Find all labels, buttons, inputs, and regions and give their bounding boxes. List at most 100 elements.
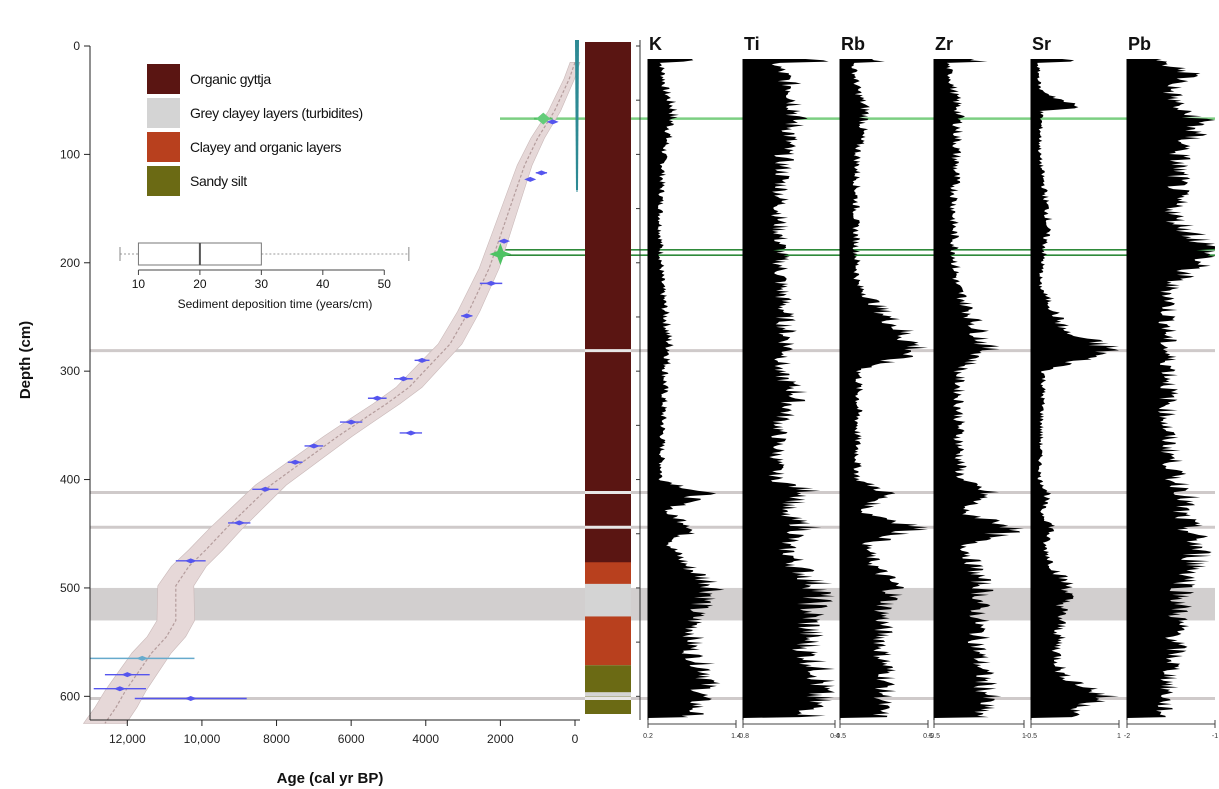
element-scale-min: -0.5	[1025, 733, 1037, 740]
element-panel-k: K 0.2 1.4	[643, 34, 741, 740]
element-scale-max: 1.4	[731, 733, 741, 740]
element-scale-max: -1	[1212, 733, 1218, 740]
date-point	[289, 459, 302, 465]
date-point	[184, 558, 197, 564]
y-axis-title: Depth (cm)	[17, 321, 34, 399]
element-title: Rb	[841, 34, 865, 54]
boxplot-tick-label: 20	[193, 277, 207, 291]
lithology-unit	[585, 562, 631, 584]
boxplot-xlabel: Sediment deposition time (years/cm)	[178, 297, 373, 311]
date-point	[121, 672, 134, 678]
date-point	[416, 357, 429, 363]
radiocarbon-dates-layer	[90, 119, 559, 701]
x-tick-label: 12,000	[109, 732, 146, 746]
element-scale-min: 0.2	[643, 733, 653, 740]
element-panel-ti: Ti -0.8 0.4	[737, 34, 840, 740]
xrf-element-panels: K0.2 1.4Ti-0.8 0.4Rb-0.5 0.5Zr-0.5 1Sr-0.5 1P…	[643, 34, 1218, 740]
legend-label: Grey clayey layers (turbidites)	[190, 105, 363, 121]
element-profile	[648, 59, 725, 718]
element-panel-pb: Pb -2 -1	[1124, 34, 1218, 740]
element-scale-min: -0.5	[928, 733, 940, 740]
y-tick-label: 0	[73, 39, 80, 53]
y-tick-label: 200	[60, 256, 80, 270]
legend-label: Sandy silt	[190, 173, 247, 189]
y-tick-label: 400	[60, 473, 80, 487]
legend-swatch	[147, 98, 180, 128]
x-tick-label: 4000	[412, 732, 439, 746]
y-tick-label: 500	[60, 581, 80, 595]
date-point	[113, 686, 126, 692]
x-tick-label: 10,000	[184, 732, 221, 746]
element-profile	[1031, 59, 1119, 718]
date-point	[233, 520, 246, 526]
tephra-point	[536, 112, 551, 125]
age-model-envelope	[82, 62, 581, 724]
x-tick-label: 2000	[487, 732, 514, 746]
element-profile	[934, 59, 1024, 718]
date-point	[535, 170, 548, 176]
date-point	[546, 119, 559, 125]
lithology-unit	[585, 696, 631, 714]
age-model-range	[82, 62, 581, 724]
x-tick-label: 0	[572, 732, 579, 746]
date-point	[498, 238, 511, 244]
legend-label: Organic gyttja	[190, 71, 271, 87]
lithology-unit	[585, 616, 631, 666]
element-panel-rb: Rb -0.5 0.5	[834, 34, 933, 740]
lithology-legend: Organic gyttja Grey clayey layers (turbid…	[147, 64, 363, 196]
date-point	[259, 486, 272, 492]
element-panel-zr: Zr -0.5 1	[928, 34, 1026, 740]
element-title: Pb	[1128, 34, 1151, 54]
element-title: Zr	[935, 34, 953, 54]
date-point	[524, 176, 537, 182]
legend-swatch	[147, 132, 180, 162]
date-point	[371, 395, 384, 401]
lithology-unit	[585, 665, 631, 693]
element-scale-max: 1	[1022, 733, 1026, 740]
element-panel-sr: Sr-0.5 1	[1025, 34, 1121, 740]
date-point	[397, 376, 410, 382]
date-point	[404, 430, 417, 436]
date-point	[485, 280, 498, 286]
element-scale-min: -0.8	[737, 733, 749, 740]
y-tick-label: 600	[60, 689, 80, 703]
lithology-unit	[585, 42, 631, 567]
x-tick-label: 6000	[338, 732, 365, 746]
tephra-point	[489, 243, 512, 266]
date-point	[345, 419, 358, 425]
legend-label: Clayey and organic layers	[190, 139, 341, 155]
legend-swatch	[147, 166, 180, 196]
y-tick-label: 100	[60, 147, 80, 161]
boxplot-tick-label: 50	[378, 277, 392, 291]
boxplot-tick-label: 40	[316, 277, 330, 291]
x-axis-title: Age (cal yr BP)	[277, 770, 384, 787]
legend-swatch	[147, 64, 180, 94]
element-scale-max: 0.5	[923, 733, 933, 740]
date-point	[184, 695, 197, 701]
element-title: K	[649, 34, 662, 54]
deposition-time-boxplot: 10 20 30 40 50 Sediment deposition time (year…	[119, 242, 410, 311]
lithology-unit	[585, 583, 631, 617]
lithology-column	[585, 40, 641, 720]
boxplot-tick-label: 10	[132, 277, 146, 291]
x-tick-label: 8000	[263, 732, 290, 746]
element-title: Sr	[1032, 34, 1051, 54]
element-profile	[1127, 59, 1215, 718]
y-tick-label: 300	[60, 364, 80, 378]
date-point	[307, 443, 320, 449]
boxplot-tick-label: 30	[255, 277, 269, 291]
element-scale-min: -2	[1124, 733, 1130, 740]
element-scale-max: 1	[1117, 733, 1121, 740]
date-point	[460, 313, 473, 319]
element-profile	[840, 59, 928, 718]
element-scale-max: 0.4	[830, 733, 840, 740]
date-point	[136, 655, 149, 661]
element-title: Ti	[744, 34, 760, 54]
tephra-markers-layer	[489, 40, 579, 266]
element-scale-min: -0.5	[834, 733, 846, 740]
element-profile	[743, 59, 835, 718]
lithology-unit	[585, 692, 631, 697]
